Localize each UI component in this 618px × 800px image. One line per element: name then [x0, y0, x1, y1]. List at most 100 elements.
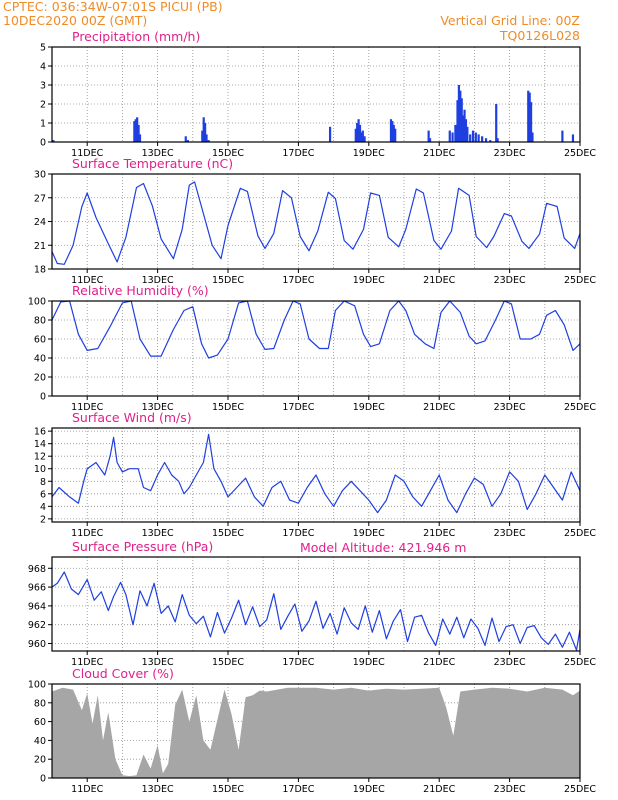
temperature-ytick-label: 27: [34, 193, 46, 204]
temperature-xtick-label: 23DEC: [494, 275, 526, 286]
precip-bar: [204, 123, 207, 142]
temperature-ytick-label: 18: [34, 265, 46, 276]
precip-bar: [469, 134, 472, 142]
precipitation-ytick-label: 4: [40, 62, 46, 73]
precip-bar: [460, 98, 463, 142]
pressure-title: Surface Pressure (hPa): [72, 539, 213, 554]
precip-bar: [427, 130, 430, 142]
precip-bar: [466, 126, 469, 142]
temperature-xtick-label: 21DEC: [423, 275, 455, 286]
precip-bar: [459, 90, 462, 142]
precip-bar: [201, 130, 204, 142]
cloud-title: Cloud Cover (%): [72, 666, 174, 681]
temperature-ytick-label: 21: [34, 241, 46, 252]
temperature-xtick-label: 15DEC: [212, 275, 244, 286]
humidity-xtick-label: 15DEC: [212, 402, 244, 413]
precip-bar: [484, 138, 488, 142]
precip-bar: [462, 115, 465, 142]
temperature-title: Surface Temperature (nC): [72, 156, 233, 171]
humidity-ytick-label: 100: [28, 297, 46, 308]
precip-bar: [451, 132, 454, 142]
temperature-xtick-label: 19DEC: [353, 275, 385, 286]
humidity-ytick-label: 0: [40, 392, 46, 403]
pressure-xtick-label: 19DEC: [353, 657, 385, 668]
precip-bar: [463, 109, 466, 142]
precipitation-xtick-label: 17DEC: [282, 148, 314, 159]
temperature-ytick-label: 24: [34, 217, 46, 228]
precip-bar: [471, 130, 475, 142]
precip-bar: [134, 119, 137, 142]
precip-bar: [205, 134, 208, 142]
precipitation-ytick-label: 2: [40, 100, 46, 111]
temperature-panel: 18 21 24 27 30 11DEC 13DEC 15DEC 17DEC 19DEC 21DEC…: [34, 156, 596, 286]
precip-bar: [356, 123, 359, 142]
wind-xtick-label: 15DEC: [212, 528, 244, 539]
cloud-xtick-label: 11DEC: [71, 784, 103, 795]
precip-bar: [361, 130, 364, 142]
pressure-ytick-label: 962: [28, 620, 46, 631]
pressure-xtick-label: 13DEC: [142, 657, 174, 668]
cloud-ytick-label: 60: [34, 717, 46, 728]
precip-bar: [454, 124, 457, 142]
wind-ytick-label: 2: [40, 514, 46, 525]
humidity-xtick-label: 19DEC: [353, 402, 385, 413]
precip-bar: [184, 136, 187, 142]
humidity-ytick-label: 80: [34, 316, 46, 327]
wind-line: [51, 433, 581, 514]
precip-bar: [528, 92, 531, 142]
precipitation-ytick-label: 1: [40, 119, 46, 130]
wind-ytick-label: 6: [40, 489, 46, 500]
precipitation-ytick-label: 0: [40, 138, 46, 149]
precip-bar: [392, 124, 395, 142]
precip-bar: [527, 90, 530, 142]
cloud-xtick-label: 19DEC: [353, 784, 385, 795]
date-header: 10DEC2020 00Z (GMT): [3, 13, 147, 28]
precip-bar: [354, 128, 357, 142]
precip-bar: [358, 124, 362, 142]
grid-note: Vertical Grid Line: 00Z: [440, 13, 580, 28]
precip-bar: [456, 100, 459, 142]
precipitation-ytick-label: 3: [40, 81, 46, 92]
precipitation-xtick-label: 19DEC: [353, 148, 385, 159]
precip-bar: [457, 85, 461, 142]
humidity-ytick-label: 40: [34, 354, 46, 365]
precip-bar: [207, 140, 210, 142]
humidity-ytick-label: 60: [34, 335, 46, 346]
precipitation-xtick-label: 15DEC: [212, 148, 244, 159]
precip-bar: [448, 130, 451, 142]
cloud-xtick-label: 15DEC: [212, 784, 244, 795]
pressure-xtick-label: 17DEC: [282, 657, 314, 668]
precipitation-panel: 0 1 2 3 4 5 11DEC 13DEC 15DEC 17DEC 19DEC 21DEC 23DE…: [40, 29, 596, 159]
precip-bar: [464, 119, 468, 142]
precip-bar: [477, 134, 480, 142]
precip-bar: [52, 140, 55, 142]
cloud-xtick-label: 21DEC: [423, 784, 455, 795]
temperature-ytick-label: 30: [34, 170, 46, 181]
humidity-panel: 0 20 40 60 80 100 11DEC 13DEC 15DEC 17DEC 19DEC 21D…: [28, 283, 597, 413]
precipitation-xtick-label: 25DEC: [564, 148, 596, 159]
pressure-xtick-label: 15DEC: [212, 657, 244, 668]
cloud-ytick-label: 0: [40, 774, 46, 785]
precipitation-frame: [51, 46, 581, 143]
wind-ytick-label: 4: [40, 502, 46, 513]
wind-xtick-label: 11DEC: [71, 528, 103, 539]
wind-ytick-label: 12: [34, 452, 46, 463]
precipitation-title: Precipitation (mm/h): [72, 29, 200, 44]
humidity-ytick-label: 20: [34, 373, 46, 384]
precip-bar: [357, 119, 360, 142]
wind-xtick-label: 21DEC: [423, 528, 455, 539]
precip-bar: [363, 136, 366, 142]
precip-bar: [138, 134, 142, 142]
precip-bar: [136, 117, 139, 142]
wind-frame: [51, 427, 581, 523]
model-altitude: Model Altitude: 421.946 m: [300, 540, 466, 555]
precip-bar: [531, 132, 534, 142]
humidity-frame: [51, 300, 581, 397]
precip-bar: [328, 126, 332, 142]
pressure-ytick-label: 966: [28, 583, 46, 594]
precip-bar: [133, 121, 136, 142]
humidity-xtick-label: 25DEC: [564, 402, 596, 413]
precip-bar: [496, 138, 499, 142]
humidity-title: Relative Humidity (%): [72, 283, 209, 298]
